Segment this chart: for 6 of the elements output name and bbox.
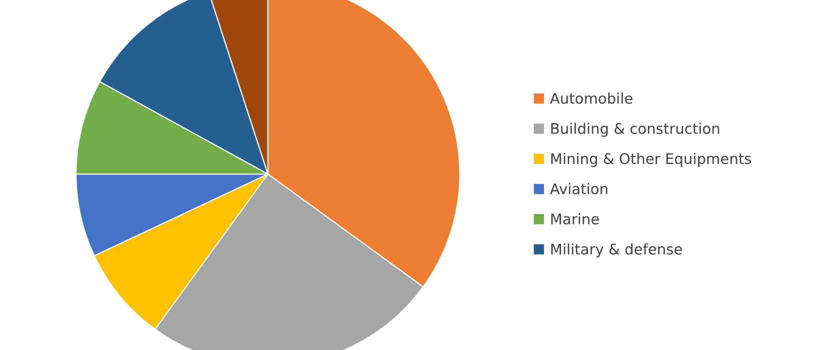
legend-label: Aviation	[550, 183, 608, 194]
legend-label: Mining & Other Equipments	[551, 152, 752, 167]
legend-label: Automobile	[550, 92, 632, 104]
legend-label: Military & defense	[551, 243, 682, 258]
legend-label: Marine	[551, 213, 599, 224]
legend-label: Building & construction	[551, 122, 720, 137]
